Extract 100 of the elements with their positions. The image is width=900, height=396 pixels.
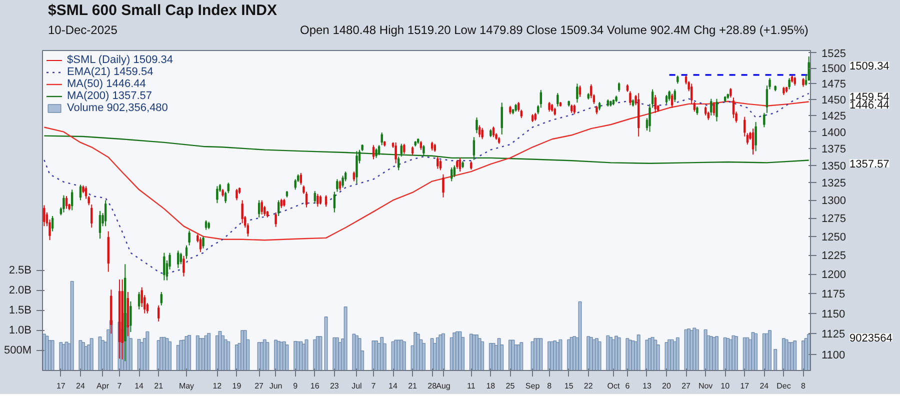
candlestick	[704, 106, 707, 116]
x-tick-label: 15	[564, 382, 574, 390]
candlestick	[104, 200, 107, 227]
candlestick	[400, 143, 402, 158]
bar	[90, 338, 94, 370]
candlestick	[294, 178, 296, 190]
y2-tick-label: 1300	[822, 195, 846, 208]
candlestick	[481, 127, 484, 140]
candlestick	[654, 94, 656, 114]
candlestick	[51, 215, 54, 232]
candlestick	[618, 82, 620, 92]
x-tick-label: Sep	[525, 382, 540, 390]
candlestick	[224, 191, 227, 204]
candlestick	[98, 210, 102, 240]
bar	[768, 330, 772, 370]
x-tick-label: 17	[740, 382, 750, 390]
x-tick-label: 7	[371, 382, 376, 390]
y2-tick-label: 1400	[822, 126, 846, 139]
candlestick	[458, 157, 462, 172]
x-tick-label: 23	[330, 382, 340, 390]
candlestick	[492, 126, 495, 138]
candlestick	[316, 193, 319, 208]
y2-tick-label: 1425	[822, 110, 846, 123]
bar	[285, 344, 289, 370]
candlestick	[163, 252, 166, 281]
candlestick	[436, 156, 439, 170]
bar	[207, 332, 211, 370]
x-tick-label: Aug	[436, 382, 450, 390]
x-tick-label: 14	[388, 382, 398, 390]
x-tick-label: 8	[547, 382, 552, 390]
text: 1509.34	[850, 60, 890, 72]
candlestick	[422, 144, 425, 156]
x-tick-label: 12	[212, 382, 222, 390]
bar	[50, 340, 54, 370]
candlestick	[199, 236, 202, 253]
candlestick	[478, 124, 481, 138]
candlestick	[65, 195, 68, 210]
bar	[676, 337, 680, 370]
legend-label: EMA(21) 1459.54	[67, 66, 154, 78]
bar	[558, 339, 562, 370]
x-tick-label: 24	[76, 382, 86, 390]
bar	[402, 341, 406, 370]
candlestick	[138, 291, 140, 310]
x-tick-label: 8	[801, 382, 806, 390]
x-tick-label: Apr	[96, 382, 110, 390]
candlestick	[372, 144, 375, 160]
candlestick	[160, 291, 162, 306]
candlestick	[380, 132, 383, 146]
bar	[422, 342, 426, 370]
candlestick	[342, 175, 344, 188]
candlestick	[130, 300, 132, 333]
bar	[266, 342, 270, 370]
candlestick	[336, 178, 338, 192]
candlestick	[177, 250, 180, 268]
x-tick-label: 24	[760, 382, 770, 390]
legend-label: MA(50) 1446.44	[67, 78, 146, 90]
candlestick	[752, 128, 754, 156]
x-tick-label: 21	[154, 382, 164, 390]
candlestick	[548, 102, 550, 112]
x-tick-label: Nov	[698, 382, 713, 390]
text: 1357.57	[850, 158, 890, 170]
bar	[520, 342, 524, 370]
candlestick	[314, 190, 316, 204]
x-tick-label: 25	[506, 382, 516, 390]
candlestick	[236, 188, 238, 201]
candlestick	[710, 98, 712, 116]
bar	[344, 306, 348, 370]
x-tick-label: 10	[720, 382, 730, 390]
bar	[734, 336, 738, 370]
bar	[793, 340, 797, 370]
y2-tick-label: 1200	[822, 269, 846, 282]
y2-tick-label: 1325	[822, 178, 846, 190]
legend-label: MA(200) 1357.57	[67, 90, 152, 102]
bar	[754, 333, 758, 370]
text: 1446.44	[850, 100, 890, 112]
y2-tick-label: 1175	[822, 288, 846, 301]
candlestick	[188, 230, 190, 246]
x-tick-label: 19	[232, 382, 242, 390]
x-tick-label: Jun	[269, 382, 282, 390]
candlestick	[732, 97, 735, 119]
candlestick	[278, 200, 280, 216]
candlestick	[763, 112, 766, 128]
y2-tick-label: 1250	[822, 231, 846, 244]
bar	[324, 316, 328, 370]
y2-tick-label: 1375	[822, 143, 846, 156]
candlestick	[670, 93, 674, 108]
x-tick-label: 22	[584, 382, 594, 390]
y2-tick-label: 1500	[822, 63, 846, 76]
candlestick	[62, 194, 65, 213]
bar	[480, 341, 484, 370]
bar	[636, 334, 640, 370]
x-tick-label: 14	[134, 382, 144, 390]
candlestick	[375, 148, 378, 158]
candlestick	[43, 204, 46, 227]
candlestick	[754, 122, 757, 152]
candlestick	[378, 144, 380, 156]
x-tick-label: 27	[254, 382, 264, 390]
candlestick	[204, 220, 208, 230]
candlestick	[216, 186, 218, 204]
candlestick	[274, 212, 277, 228]
